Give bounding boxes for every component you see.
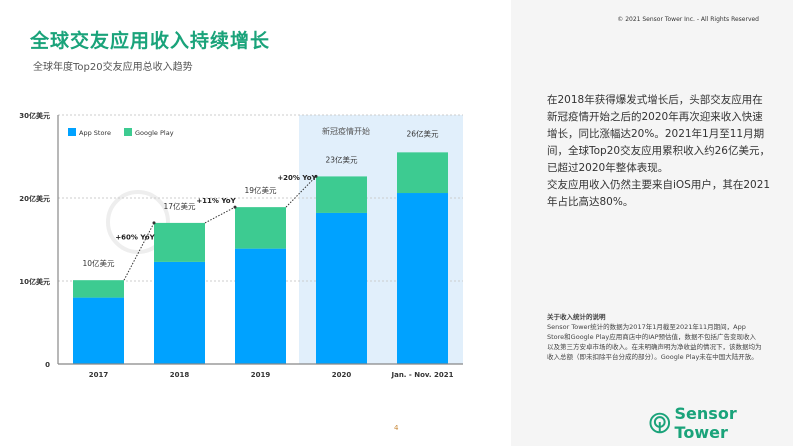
- bar-app-store: [154, 261, 205, 364]
- yoy-label: +20% YoY: [277, 174, 317, 182]
- yoy-arrow: [204, 206, 236, 224]
- copyright: © 2021 Sensor Tower Inc. - All Rights Re…: [617, 16, 759, 23]
- legend-label: App Store: [79, 129, 111, 137]
- x-tick-label: 2017: [89, 371, 109, 379]
- sensor-tower-logo: Sensor Tower: [649, 404, 793, 442]
- note-heading: 关于收入统计的说明: [547, 313, 606, 321]
- page-subtitle: 全球年度Top20交友应用总收入趋势: [33, 62, 193, 73]
- legend-label: Google Play: [135, 129, 174, 137]
- y-tick-label: 0: [45, 361, 50, 369]
- total-label: 26亿美元: [406, 128, 439, 138]
- legend-swatch: [68, 128, 76, 136]
- bar-app-store: [235, 248, 286, 364]
- y-tick-label: 10亿美元: [19, 277, 50, 286]
- bar-google-play: [316, 176, 367, 213]
- x-tick-label: 2018: [170, 371, 190, 379]
- y-tick-label: 30亿美元: [19, 111, 50, 120]
- bar-google-play: [397, 152, 448, 194]
- summary-paragraph: 交友应用收入仍然主要来自iOS用户，其在2021年占比高达80%。: [547, 179, 771, 208]
- sensor-tower-logo-icon: [649, 412, 671, 434]
- yoy-arrowhead: [152, 221, 156, 225]
- total-label: 17亿美元: [163, 201, 196, 211]
- logo-text: Sensor Tower: [674, 404, 737, 442]
- total-label: 19亿美元: [244, 185, 277, 195]
- bar-google-play: [154, 222, 205, 262]
- page-title: 全球交友应用收入持续增长: [30, 30, 271, 52]
- yoy-arrow: [285, 176, 317, 208]
- watermark-icon: [106, 190, 170, 254]
- yoy-label: +60% YoY: [115, 234, 155, 242]
- bar-google-play: [73, 280, 124, 298]
- bar-app-store: [316, 212, 367, 364]
- yoy-arrowhead: [314, 174, 318, 178]
- x-tick-label: 2020: [332, 371, 352, 379]
- y-tick-label: 20亿美元: [19, 194, 50, 203]
- summary-paragraph: 在2018年获得爆发式增长后，头部交友应用在新冠疫情开始之后的2020年再次迎来…: [547, 94, 770, 174]
- x-tick-label: Jan. - Nov. 2021: [391, 371, 454, 379]
- yoy-arrowhead: [233, 205, 237, 209]
- summary-text: 在2018年获得爆发式增长后，头部交友应用在新冠疫情开始之后的2020年再次迎来…: [547, 92, 772, 211]
- revenue-note: 关于收入统计的说明 Sensor Tower统计的数据为2017年1月截至202…: [547, 312, 762, 362]
- side-panel: © 2021 Sensor Tower Inc. - All Rights Re…: [511, 0, 793, 446]
- yoy-label: +11% YoY: [196, 197, 236, 205]
- legend-swatch: [124, 128, 132, 136]
- page-number: 4: [394, 424, 399, 432]
- bar-app-store: [397, 193, 448, 364]
- total-label: 23亿美元: [325, 154, 358, 164]
- revenue-chart: 新冠疫情开始 0 10亿美元 20亿美元 30亿美元 10亿美元 2017 17亿美元 2018…: [19, 111, 463, 379]
- x-tick-label: 2019: [251, 371, 271, 379]
- bar-google-play: [235, 207, 286, 249]
- bar-app-store: [73, 297, 124, 364]
- annotation-label: 新冠疫情开始: [322, 126, 370, 136]
- total-label: 10亿美元: [82, 258, 115, 268]
- note-body: Sensor Tower统计的数据为2017年1月截至2021年11月期间，Ap…: [547, 323, 762, 361]
